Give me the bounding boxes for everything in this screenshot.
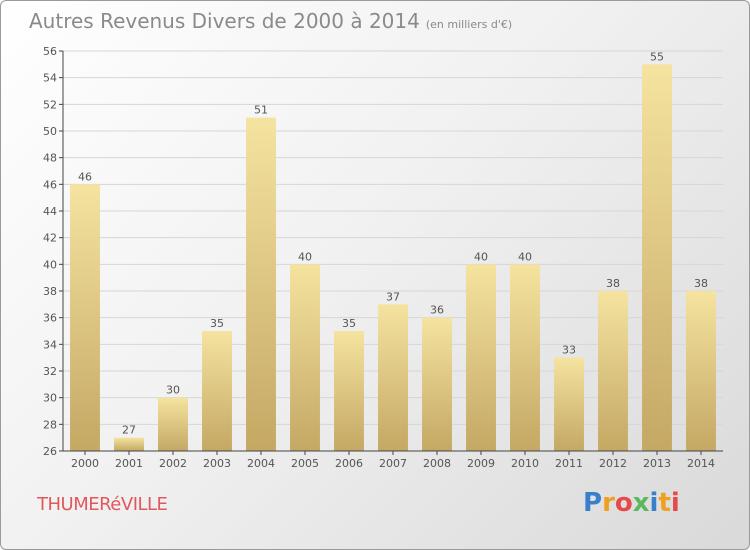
data-label: 35 <box>210 317 224 330</box>
y-tick-label: 46 <box>43 178 57 191</box>
logo-letter: r <box>602 488 615 518</box>
bar-2006 <box>334 331 364 451</box>
labels: 26 28 30 32 34 36 38 40 42 44 46 48 50 52 54 56 46 2000 27… <box>43 45 715 470</box>
y-tick-label: 56 <box>43 45 57 58</box>
y-tick-label: 54 <box>43 72 57 85</box>
data-label: 27 <box>122 424 136 437</box>
x-tick-label: 2009 <box>467 457 495 470</box>
axes <box>59 50 723 455</box>
logo-letter: x <box>632 488 650 518</box>
data-label: 40 <box>518 250 532 263</box>
y-tick-label: 52 <box>43 98 57 111</box>
y-tick-label: 36 <box>43 312 57 325</box>
logo-letter: i <box>670 488 680 518</box>
chart-title: Autres Revenus Divers de 2000 à 2014 (en … <box>29 9 512 33</box>
proxiti-logo: Proxiti <box>583 488 680 518</box>
x-tick-label: 2011 <box>555 457 583 470</box>
data-label: 36 <box>430 304 444 317</box>
bar-2005 <box>290 264 320 451</box>
bar-2001 <box>114 437 144 451</box>
x-tick-label: 2006 <box>335 457 363 470</box>
y-tick-label: 34 <box>43 338 57 351</box>
y-tick-label: 26 <box>43 445 57 458</box>
x-tick-label: 2012 <box>599 457 627 470</box>
bar-2010 <box>510 264 540 451</box>
chart-unit-note: (en milliers d'€) <box>425 18 513 31</box>
bar-2000 <box>70 184 100 452</box>
y-tick-label: 32 <box>43 365 57 378</box>
y-tick-label: 30 <box>43 392 57 405</box>
y-tick-label: 50 <box>43 125 57 138</box>
logo-letter: P <box>583 488 603 518</box>
data-label: 51 <box>254 104 268 117</box>
data-label: 38 <box>694 277 708 290</box>
x-tick-label: 2013 <box>643 457 671 470</box>
town-name: THUMERéVILLE <box>37 494 168 515</box>
bar-2012 <box>598 291 628 451</box>
logo-letter: t <box>658 488 671 518</box>
x-tick-label: 2005 <box>291 457 319 470</box>
x-tick-label: 2000 <box>71 457 99 470</box>
y-tick-label: 40 <box>43 258 57 271</box>
data-label: 38 <box>606 277 620 290</box>
logo-letter: o <box>614 488 633 518</box>
bar-2009 <box>466 264 496 451</box>
bar-2003 <box>202 331 232 451</box>
bar-2011 <box>554 357 584 451</box>
x-tick-label: 2010 <box>511 457 539 470</box>
y-tick-label: 44 <box>43 205 57 218</box>
x-tick-label: 2003 <box>203 457 231 470</box>
data-label: 33 <box>562 344 576 357</box>
data-label: 37 <box>386 290 400 303</box>
bar-2008 <box>422 317 452 451</box>
data-label: 40 <box>474 250 488 263</box>
y-tick-label: 42 <box>43 232 57 245</box>
data-label: 55 <box>650 50 664 63</box>
x-tick-label: 2014 <box>687 457 715 470</box>
bar-2013 <box>642 64 672 452</box>
bar-2014 <box>686 291 716 451</box>
data-label: 46 <box>78 170 92 183</box>
data-label: 40 <box>298 250 312 263</box>
x-tick-label: 2004 <box>247 457 275 470</box>
y-tick-label: 28 <box>43 418 57 431</box>
bars <box>70 64 716 452</box>
bar-2004 <box>246 117 276 452</box>
x-tick-label: 2007 <box>379 457 407 470</box>
x-tick-label: 2002 <box>159 457 187 470</box>
x-tick-label: 2001 <box>115 457 143 470</box>
y-tick-label: 38 <box>43 285 57 298</box>
chart-title-text: Autres Revenus Divers de 2000 à 2014 <box>29 9 420 33</box>
bar-2007 <box>378 304 408 451</box>
data-label: 30 <box>166 384 180 397</box>
bar-2002 <box>158 397 188 451</box>
x-tick-label: 2008 <box>423 457 451 470</box>
y-tick-label: 48 <box>43 152 57 165</box>
data-label: 35 <box>342 317 356 330</box>
logo-letter: i <box>649 488 659 518</box>
